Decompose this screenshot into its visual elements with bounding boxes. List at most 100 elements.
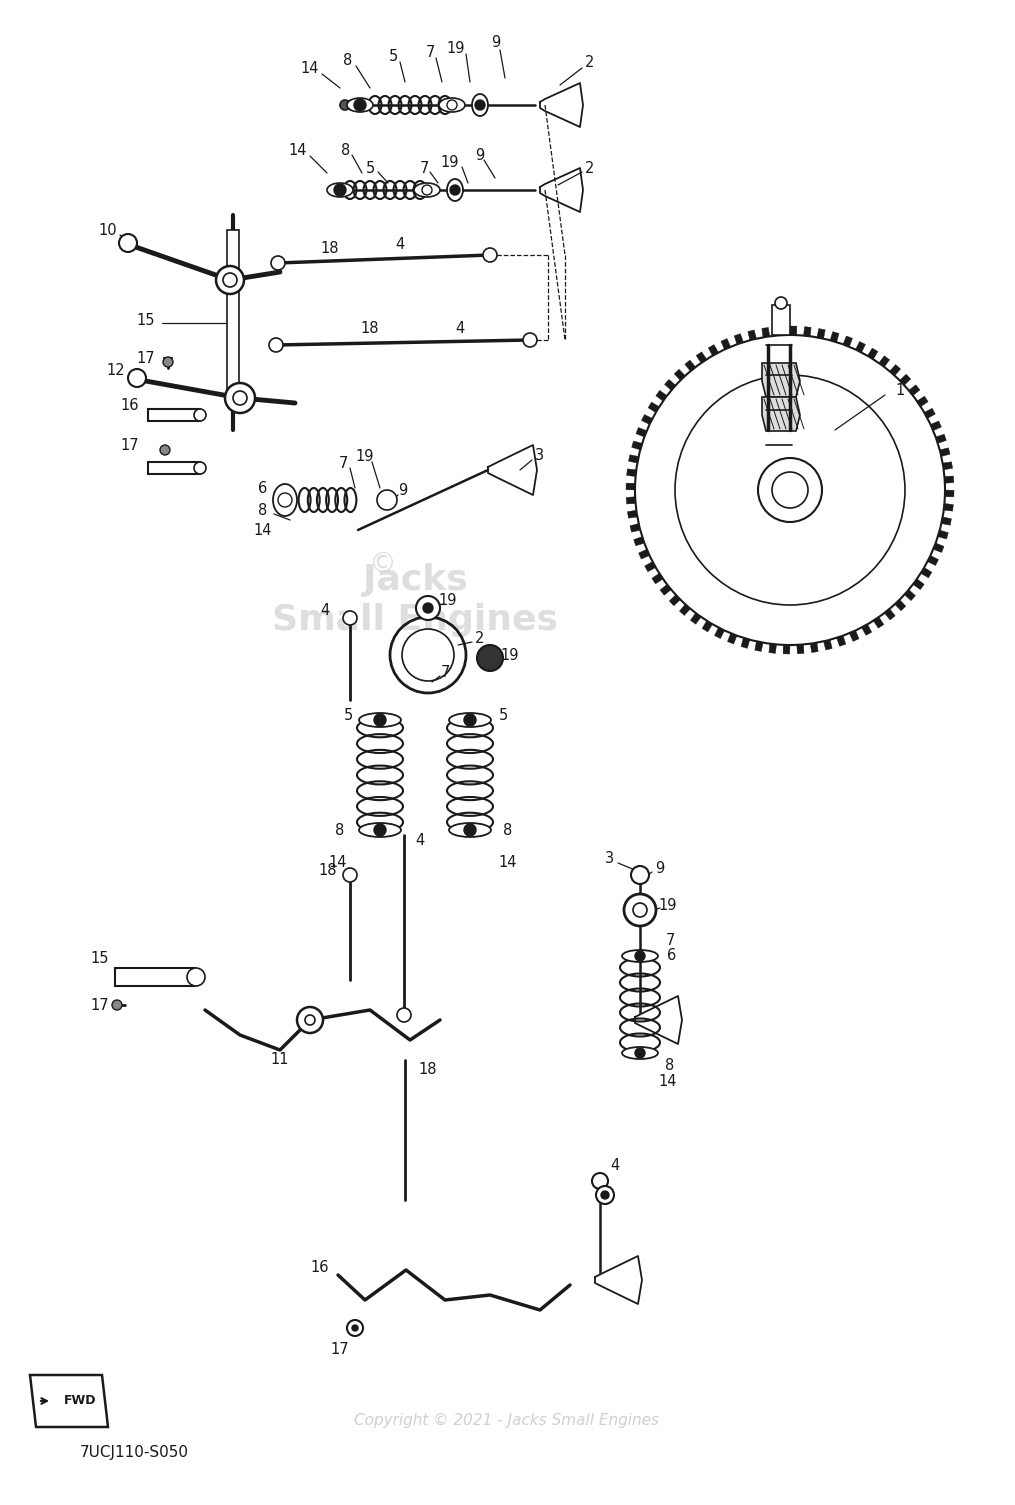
Bar	[148, 409, 200, 421]
Text: 5: 5	[498, 707, 508, 722]
Circle shape	[194, 462, 206, 474]
Text: 18: 18	[321, 241, 339, 256]
Text: 8: 8	[666, 1058, 675, 1073]
Text: 19: 19	[500, 647, 520, 662]
Text: 5: 5	[365, 161, 375, 176]
Polygon shape	[823, 640, 832, 650]
Circle shape	[635, 336, 945, 646]
Polygon shape	[630, 524, 640, 533]
Text: 18: 18	[360, 321, 380, 336]
Polygon shape	[784, 644, 790, 655]
Polygon shape	[734, 334, 743, 345]
Polygon shape	[696, 352, 706, 363]
Text: 19: 19	[659, 897, 677, 912]
Circle shape	[119, 233, 137, 251]
Text: 2: 2	[586, 54, 595, 69]
Polygon shape	[633, 537, 645, 546]
Circle shape	[216, 266, 244, 293]
Polygon shape	[762, 363, 800, 397]
Ellipse shape	[449, 823, 491, 837]
Polygon shape	[894, 599, 905, 611]
Polygon shape	[626, 483, 635, 491]
Text: 1: 1	[895, 382, 904, 397]
Circle shape	[601, 1190, 609, 1199]
Polygon shape	[626, 470, 636, 477]
Text: 19: 19	[441, 155, 459, 170]
Text: 17: 17	[137, 351, 155, 366]
Circle shape	[397, 1008, 411, 1022]
Circle shape	[128, 369, 146, 387]
Polygon shape	[790, 327, 797, 336]
Text: 9: 9	[656, 861, 665, 876]
Polygon shape	[817, 328, 825, 339]
Circle shape	[352, 1324, 358, 1330]
Circle shape	[374, 825, 386, 835]
Circle shape	[343, 611, 357, 625]
Text: 7: 7	[419, 161, 428, 176]
Ellipse shape	[622, 950, 658, 962]
Polygon shape	[674, 369, 685, 381]
Circle shape	[422, 185, 432, 196]
Polygon shape	[665, 379, 676, 390]
Circle shape	[631, 865, 649, 883]
Text: 11: 11	[271, 1052, 289, 1067]
Polygon shape	[715, 628, 725, 638]
Ellipse shape	[439, 98, 465, 111]
Polygon shape	[943, 462, 952, 470]
Text: 6: 6	[259, 480, 268, 495]
Text: 3: 3	[605, 850, 614, 865]
Polygon shape	[636, 427, 647, 436]
Text: 14: 14	[254, 522, 272, 537]
Text: 7UCJ110-S050: 7UCJ110-S050	[80, 1445, 189, 1460]
Polygon shape	[921, 567, 932, 578]
Polygon shape	[627, 510, 637, 518]
Polygon shape	[889, 364, 900, 376]
Text: 8: 8	[341, 143, 350, 158]
Polygon shape	[638, 549, 650, 558]
Text: 7: 7	[441, 665, 450, 679]
Circle shape	[377, 491, 397, 510]
Circle shape	[340, 99, 350, 110]
Text: 7: 7	[338, 456, 348, 471]
Text: 7: 7	[425, 45, 434, 60]
Circle shape	[416, 596, 439, 620]
Polygon shape	[721, 339, 731, 349]
Circle shape	[354, 99, 366, 111]
Circle shape	[187, 968, 205, 986]
Polygon shape	[899, 375, 910, 385]
Text: 9: 9	[398, 483, 408, 498]
Circle shape	[633, 903, 647, 917]
Circle shape	[464, 713, 476, 725]
Circle shape	[475, 99, 485, 110]
Circle shape	[775, 296, 787, 309]
Circle shape	[624, 894, 656, 926]
Polygon shape	[776, 327, 784, 336]
Text: 15: 15	[137, 313, 155, 328]
Text: Jacks
Small Engines: Jacks Small Engines	[272, 563, 558, 637]
Circle shape	[297, 1007, 323, 1032]
Polygon shape	[830, 331, 839, 342]
Polygon shape	[540, 83, 583, 126]
Text: 17: 17	[121, 438, 139, 453]
Polygon shape	[595, 1257, 642, 1303]
Polygon shape	[728, 634, 737, 644]
Text: 4: 4	[396, 236, 405, 251]
Circle shape	[635, 1047, 645, 1058]
Bar	[772, 306, 790, 336]
Text: 14: 14	[329, 855, 347, 870]
Circle shape	[269, 339, 283, 352]
Circle shape	[635, 951, 645, 962]
Ellipse shape	[347, 98, 373, 111]
Polygon shape	[873, 617, 884, 628]
Polygon shape	[797, 644, 804, 653]
Polygon shape	[685, 360, 695, 372]
Text: 6: 6	[668, 948, 677, 963]
Text: 4: 4	[321, 602, 330, 617]
Text: 14: 14	[300, 60, 320, 75]
Text: 14: 14	[498, 855, 518, 870]
Text: 4: 4	[456, 321, 465, 336]
Polygon shape	[936, 433, 946, 444]
Circle shape	[225, 382, 255, 412]
Ellipse shape	[359, 823, 401, 837]
Circle shape	[233, 391, 247, 405]
